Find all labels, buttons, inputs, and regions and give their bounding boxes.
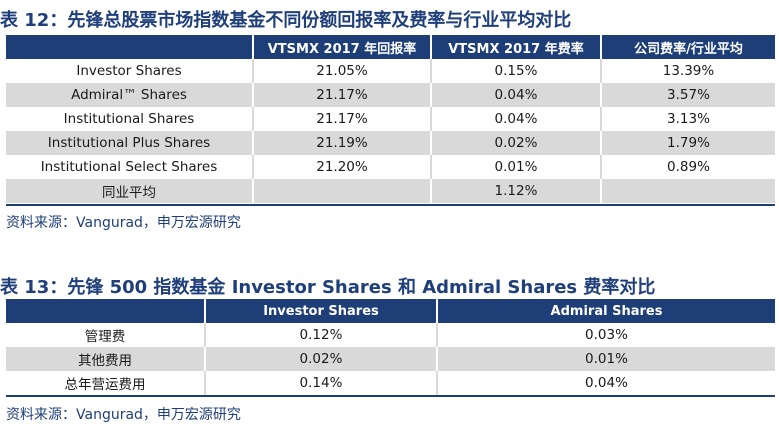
table-row: 总年营运费用 0.14% 0.04% [6,371,775,395]
table12-bottom-rule [6,204,775,206]
table13-header-cell: Investor Shares [204,299,437,323]
table12-header-row: VTSMX 2017 年回报率 VTSMX 2017 年费率 公司费率/行业平均 [6,35,775,59]
table-cell [600,179,775,203]
table-row: 管理费 0.12% 0.03% [6,323,775,347]
table-cell: 0.01% [430,155,601,179]
table-cell: 3.57% [600,83,775,107]
table13-header-cell [6,299,205,323]
table-cell: 同业平均 [6,179,253,203]
table-cell: 1.12% [430,179,601,203]
table12-header-cell [6,35,253,59]
table-cell: Institutional Plus Shares [6,131,253,155]
table-cell: Institutional Select Shares [6,155,253,179]
table-cell: 0.89% [600,155,775,179]
table-cell: 0.01% [436,347,775,371]
table-cell: 21.17% [252,107,431,131]
table12: VTSMX 2017 年回报率 VTSMX 2017 年费率 公司费率/行业平均… [6,35,775,203]
table13-header-row: Investor Shares Admiral Shares [6,299,775,323]
table-cell: 0.04% [436,371,775,395]
table13-caption: 表 13：先锋 500 指数基金 Investor Shares 和 Admir… [0,277,656,298]
table13-bottom-rule [6,395,775,397]
table-cell: 21.17% [252,83,431,107]
table-cell: 0.15% [430,59,601,83]
table-cell [252,179,431,203]
table-row: Investor Shares 21.05% 0.15% 13.39% [6,59,775,83]
table-cell: 管理费 [6,323,205,347]
table-cell: 21.20% [252,155,431,179]
table-cell: 1.79% [600,131,775,155]
table-cell: Institutional Shares [6,107,253,131]
table12-header-cell: VTSMX 2017 年费率 [430,35,601,59]
table-cell: 0.02% [204,347,437,371]
table-cell: 0.04% [430,107,601,131]
table-row: Admiral™ Shares 21.17% 0.04% 3.57% [6,83,775,107]
table-cell: 21.05% [252,59,431,83]
table-cell: 0.12% [204,323,437,347]
table-row: Institutional Shares 21.17% 0.04% 3.13% [6,107,775,131]
table-cell: Admiral™ Shares [6,83,253,107]
table-cell: 21.19% [252,131,431,155]
table-cell: 3.13% [600,107,775,131]
table-row: Institutional Plus Shares 21.19% 0.02% 1… [6,131,775,155]
table-cell: Investor Shares [6,59,253,83]
table-cell: 0.03% [436,323,775,347]
table-cell: 总年营运费用 [6,371,205,395]
table12-header-cell: VTSMX 2017 年回报率 [252,35,431,59]
table12-header-cell: 公司费率/行业平均 [600,35,775,59]
table-cell: 0.02% [430,131,601,155]
table-cell: 0.14% [204,371,437,395]
table-row: Institutional Select Shares 21.20% 0.01%… [6,155,775,179]
table13-header-cell: Admiral Shares [436,299,775,323]
table13: Investor Shares Admiral Shares 管理费 0.12%… [6,299,775,395]
table-cell: 0.04% [430,83,601,107]
table-row: 其他费用 0.02% 0.01% [6,347,775,371]
table-cell: 其他费用 [6,347,205,371]
table-row: 同业平均 1.12% [6,179,775,203]
table12-source: 资料来源：Vangurad，申万宏源研究 [6,215,241,231]
table12-caption: 表 12：先锋总股票市场指数基金不同份额回报率及费率与行业平均对比 [0,10,572,31]
table-cell: 13.39% [600,59,775,83]
table13-source: 资料来源：Vangurad，申万宏源研究 [6,407,241,423]
